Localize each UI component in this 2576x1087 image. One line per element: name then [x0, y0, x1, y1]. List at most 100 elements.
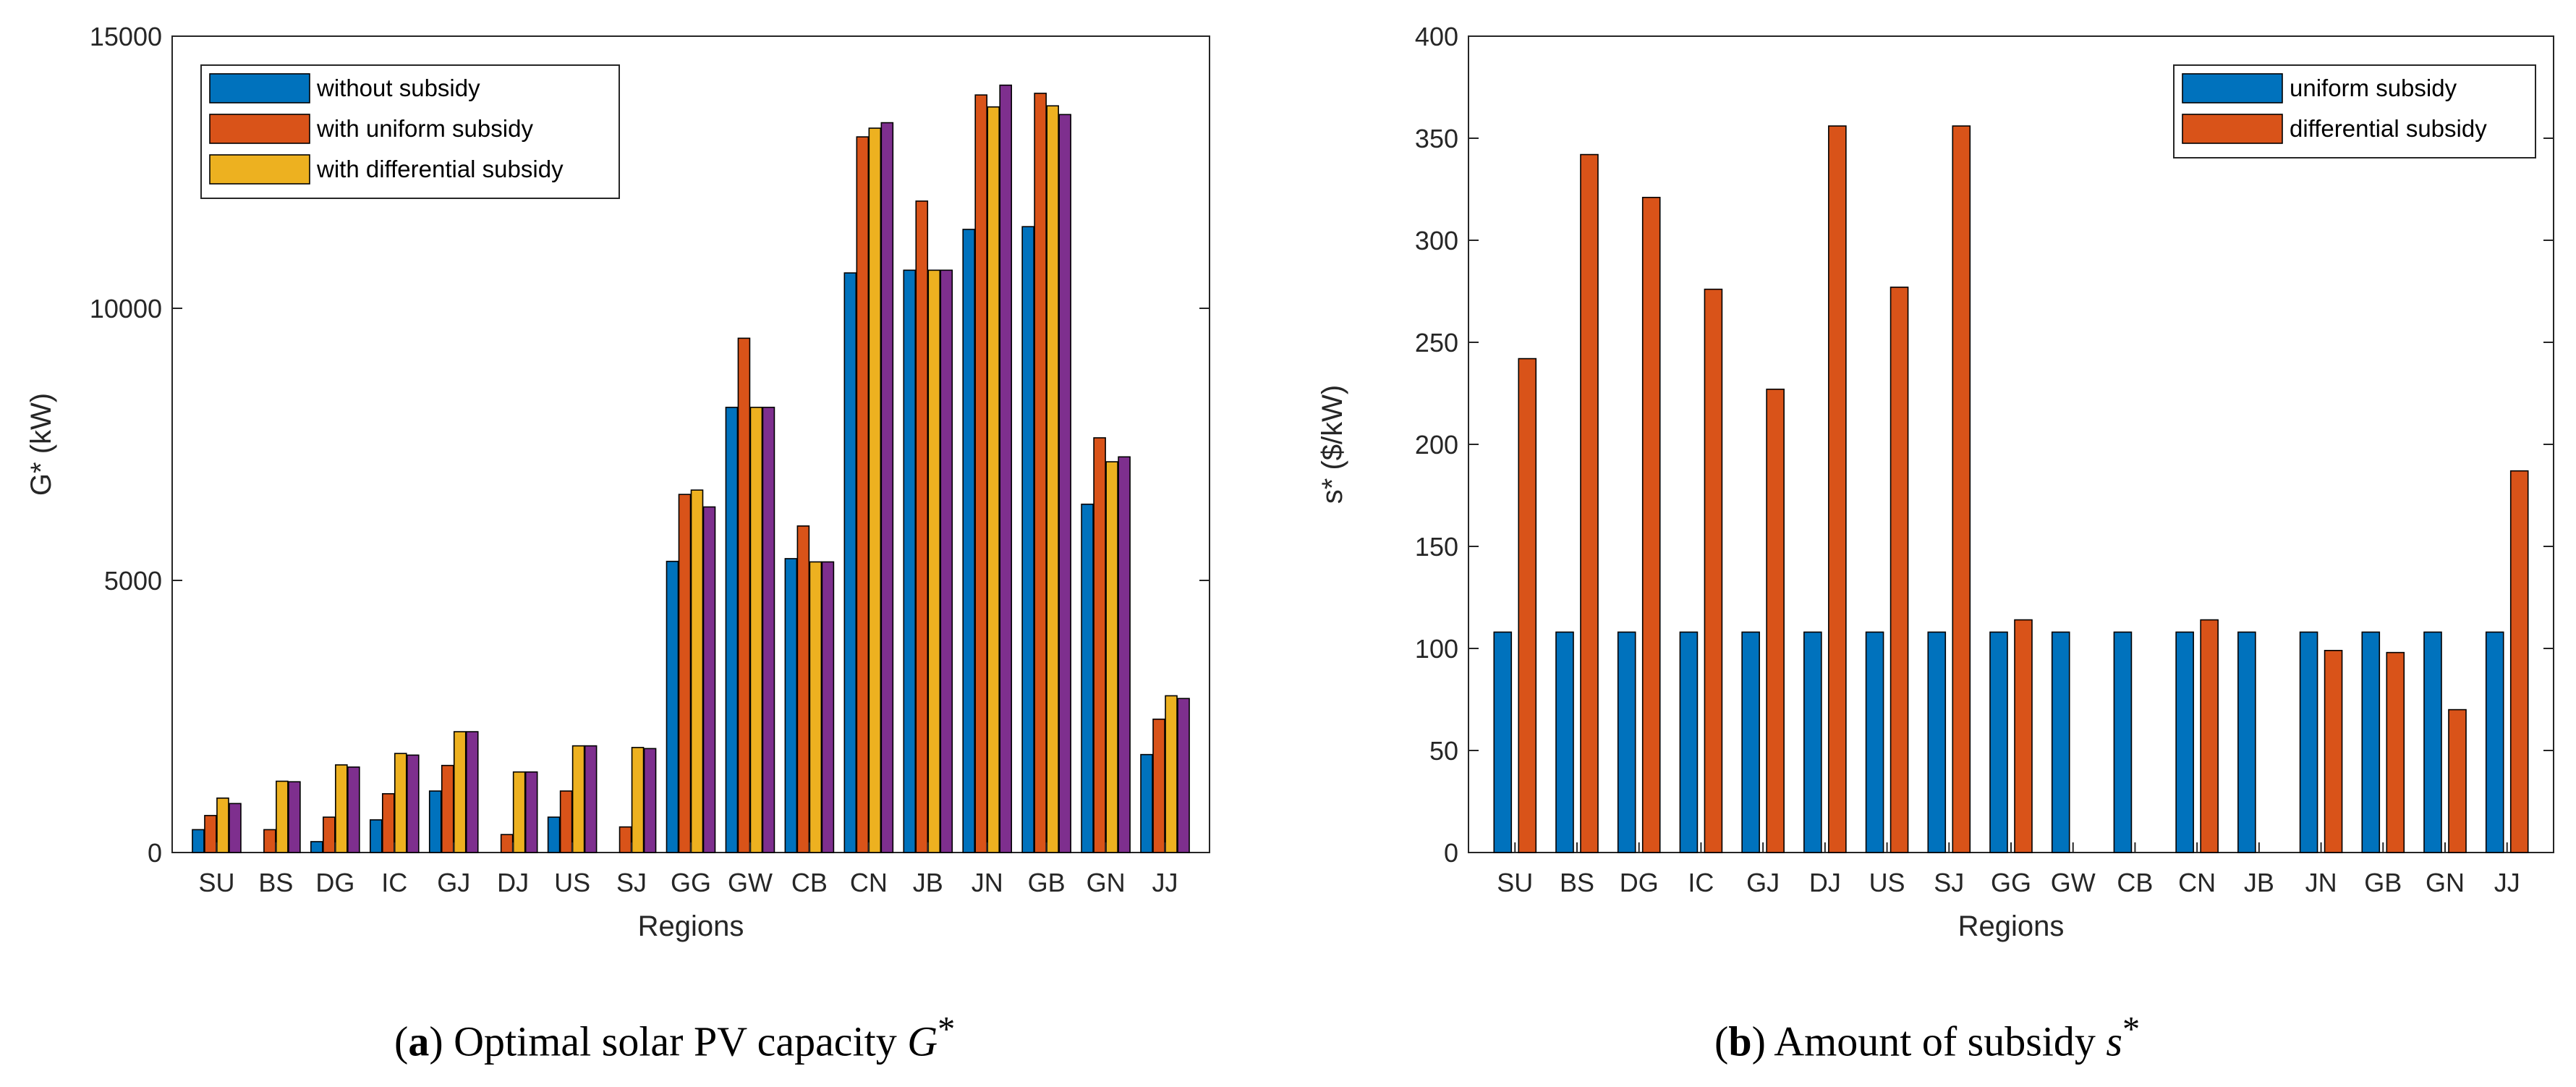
chart-b-subsidy-amount: 0 50 100 150 200 250 300 350 400 SU BS DG IC GJ DJ US SJ…	[1317, 22, 2554, 942]
x-tick-label-us: US	[554, 868, 590, 897]
legend-entry-label: differential subsidy	[2290, 115, 2487, 142]
x-tick-label-jj: JJ	[2494, 868, 2520, 897]
y-tick-label: 350	[1415, 124, 1458, 153]
bar-su-series-2	[204, 815, 217, 853]
bar-jj-series-4	[1177, 698, 1190, 853]
caption-a-letter: a	[408, 1018, 430, 1065]
x-tick-label-gw: GW	[2051, 868, 2096, 897]
x-tick-label-jb: JB	[2244, 868, 2274, 897]
bar-ic-series-2	[1704, 288, 1723, 853]
y-tick-label: 15000	[90, 22, 162, 51]
bar-gn-series-3	[1105, 461, 1118, 853]
bar-dj-series-3	[512, 771, 526, 853]
caption-b-sup: *	[2122, 1010, 2141, 1049]
bar-jn-series-1	[962, 229, 976, 853]
x-tick-label-dj: DJ	[1809, 868, 1841, 897]
x-tick-label-ic: IC	[381, 868, 407, 897]
x-tick-label-cn: CN	[2178, 868, 2216, 897]
bar-jj-series-2	[1152, 718, 1165, 853]
x-tick-label-gj: GJ	[437, 868, 470, 897]
bar-gg-series-3	[690, 489, 704, 853]
bar-jj-series-3	[1165, 695, 1178, 853]
x-tick-label-us: US	[1869, 868, 1905, 897]
legend-swatch	[2182, 73, 2283, 103]
bar-su-series-3	[216, 798, 229, 853]
legend: uniform subsidy differential subsidy	[2173, 64, 2536, 158]
legend-entry-label: uniform subsidy	[2290, 75, 2457, 101]
bar-dg-series-1	[1617, 631, 1636, 853]
x-tick-label-jn: JN	[2305, 868, 2337, 897]
y-tick-label: 300	[1415, 226, 1458, 255]
bar-gn-series-1	[2423, 631, 2442, 853]
bar-gw-series-1	[725, 407, 739, 853]
bar-dg-series-3	[335, 764, 348, 853]
y-tick-label: 400	[1415, 22, 1458, 51]
x-tick-label-gn: GN	[1087, 868, 1126, 897]
bar-cn-series-4	[880, 122, 894, 853]
bar-gw-series-3	[749, 407, 763, 853]
bar-gg-series-4	[702, 506, 716, 853]
x-tick-label-gg: GG	[1991, 868, 2031, 897]
bar-ic-series-1	[1679, 631, 1699, 853]
bar-dj-series-2	[500, 834, 514, 853]
bar-jn-series-3	[987, 106, 1000, 853]
bar-bs-series-3	[276, 780, 289, 853]
bar-cb-series-3	[809, 561, 822, 853]
bar-cn-series-1	[843, 272, 857, 853]
bar-ic-series-4	[406, 754, 420, 853]
y-tick-label: 0	[1444, 838, 1458, 868]
bar-us-series-1	[547, 816, 561, 853]
bar-gg-series-1	[666, 560, 679, 853]
bar-gj-series-4	[465, 731, 479, 853]
x-tick-label-gb: GB	[1028, 868, 1066, 897]
bar-gg-series-1	[1989, 631, 2008, 853]
bar-gg-series-2	[678, 494, 692, 853]
bar-gw-series-4	[762, 407, 775, 853]
bar-cn-series-1	[2175, 631, 2194, 853]
bar-gj-series-2	[1766, 389, 1785, 853]
x-tick-label-gg: GG	[671, 868, 711, 897]
bar-jn-series-4	[999, 84, 1013, 853]
bar-sj-series-3	[631, 747, 645, 853]
bar-us-series-2	[559, 790, 573, 853]
bar-cn-series-2	[856, 136, 870, 853]
bar-cb-series-4	[821, 561, 835, 853]
bar-sj-series-4	[643, 748, 657, 853]
bar-jb-series-3	[927, 269, 941, 853]
bar-gn-series-1	[1081, 503, 1094, 853]
x-tick-label-cn: CN	[850, 868, 888, 897]
bar-us-series-4	[584, 745, 598, 853]
x-tick-label-dg: DG	[1620, 868, 1659, 897]
bar-jn-series-2	[974, 94, 988, 853]
legend-swatch	[2182, 114, 2283, 144]
x-tick-label-cb: CB	[791, 868, 828, 897]
bar-bs-series-4	[288, 781, 301, 853]
x-tick-label-jb: JB	[913, 868, 943, 897]
x-tick-label-dj: DJ	[497, 868, 529, 897]
x-tick-label-gj: GJ	[1746, 868, 1780, 897]
bar-bs-series-2	[1580, 153, 1599, 853]
x-tick-label-gb: GB	[2364, 868, 2402, 897]
y-tick-label: 10000	[90, 294, 162, 323]
y-axis-label: G* (kW)	[25, 393, 57, 496]
bar-jj-series-2	[2509, 470, 2529, 853]
bar-ic-series-3	[394, 753, 407, 853]
bar-gb-series-4	[1058, 114, 1071, 853]
caption-a-sup: *	[938, 1010, 956, 1049]
bar-cb-series-2	[796, 525, 810, 853]
caption-b-letter: b	[1728, 1018, 1752, 1065]
legend-entry-label: without subsidy	[316, 75, 480, 101]
bar-sj-series-1	[1927, 631, 1947, 853]
bar-gw-series-2	[737, 337, 751, 853]
caption-a-symbol: G	[907, 1018, 938, 1065]
caption-b: (b) Amount of subsidy s*	[1714, 1010, 2141, 1065]
x-tick-label-gn: GN	[2426, 868, 2465, 897]
bar-dg-series-2	[323, 816, 336, 853]
x-tick-label-gw: GW	[728, 868, 773, 897]
x-axis-label: Regions	[638, 910, 744, 942]
bar-jj-series-1	[1140, 753, 1153, 853]
bar-jn-series-2	[2324, 650, 2343, 853]
bar-sj-series-2	[619, 826, 632, 853]
bar-bs-series-1	[1555, 631, 1574, 853]
y-tick-label: 100	[1415, 634, 1458, 664]
